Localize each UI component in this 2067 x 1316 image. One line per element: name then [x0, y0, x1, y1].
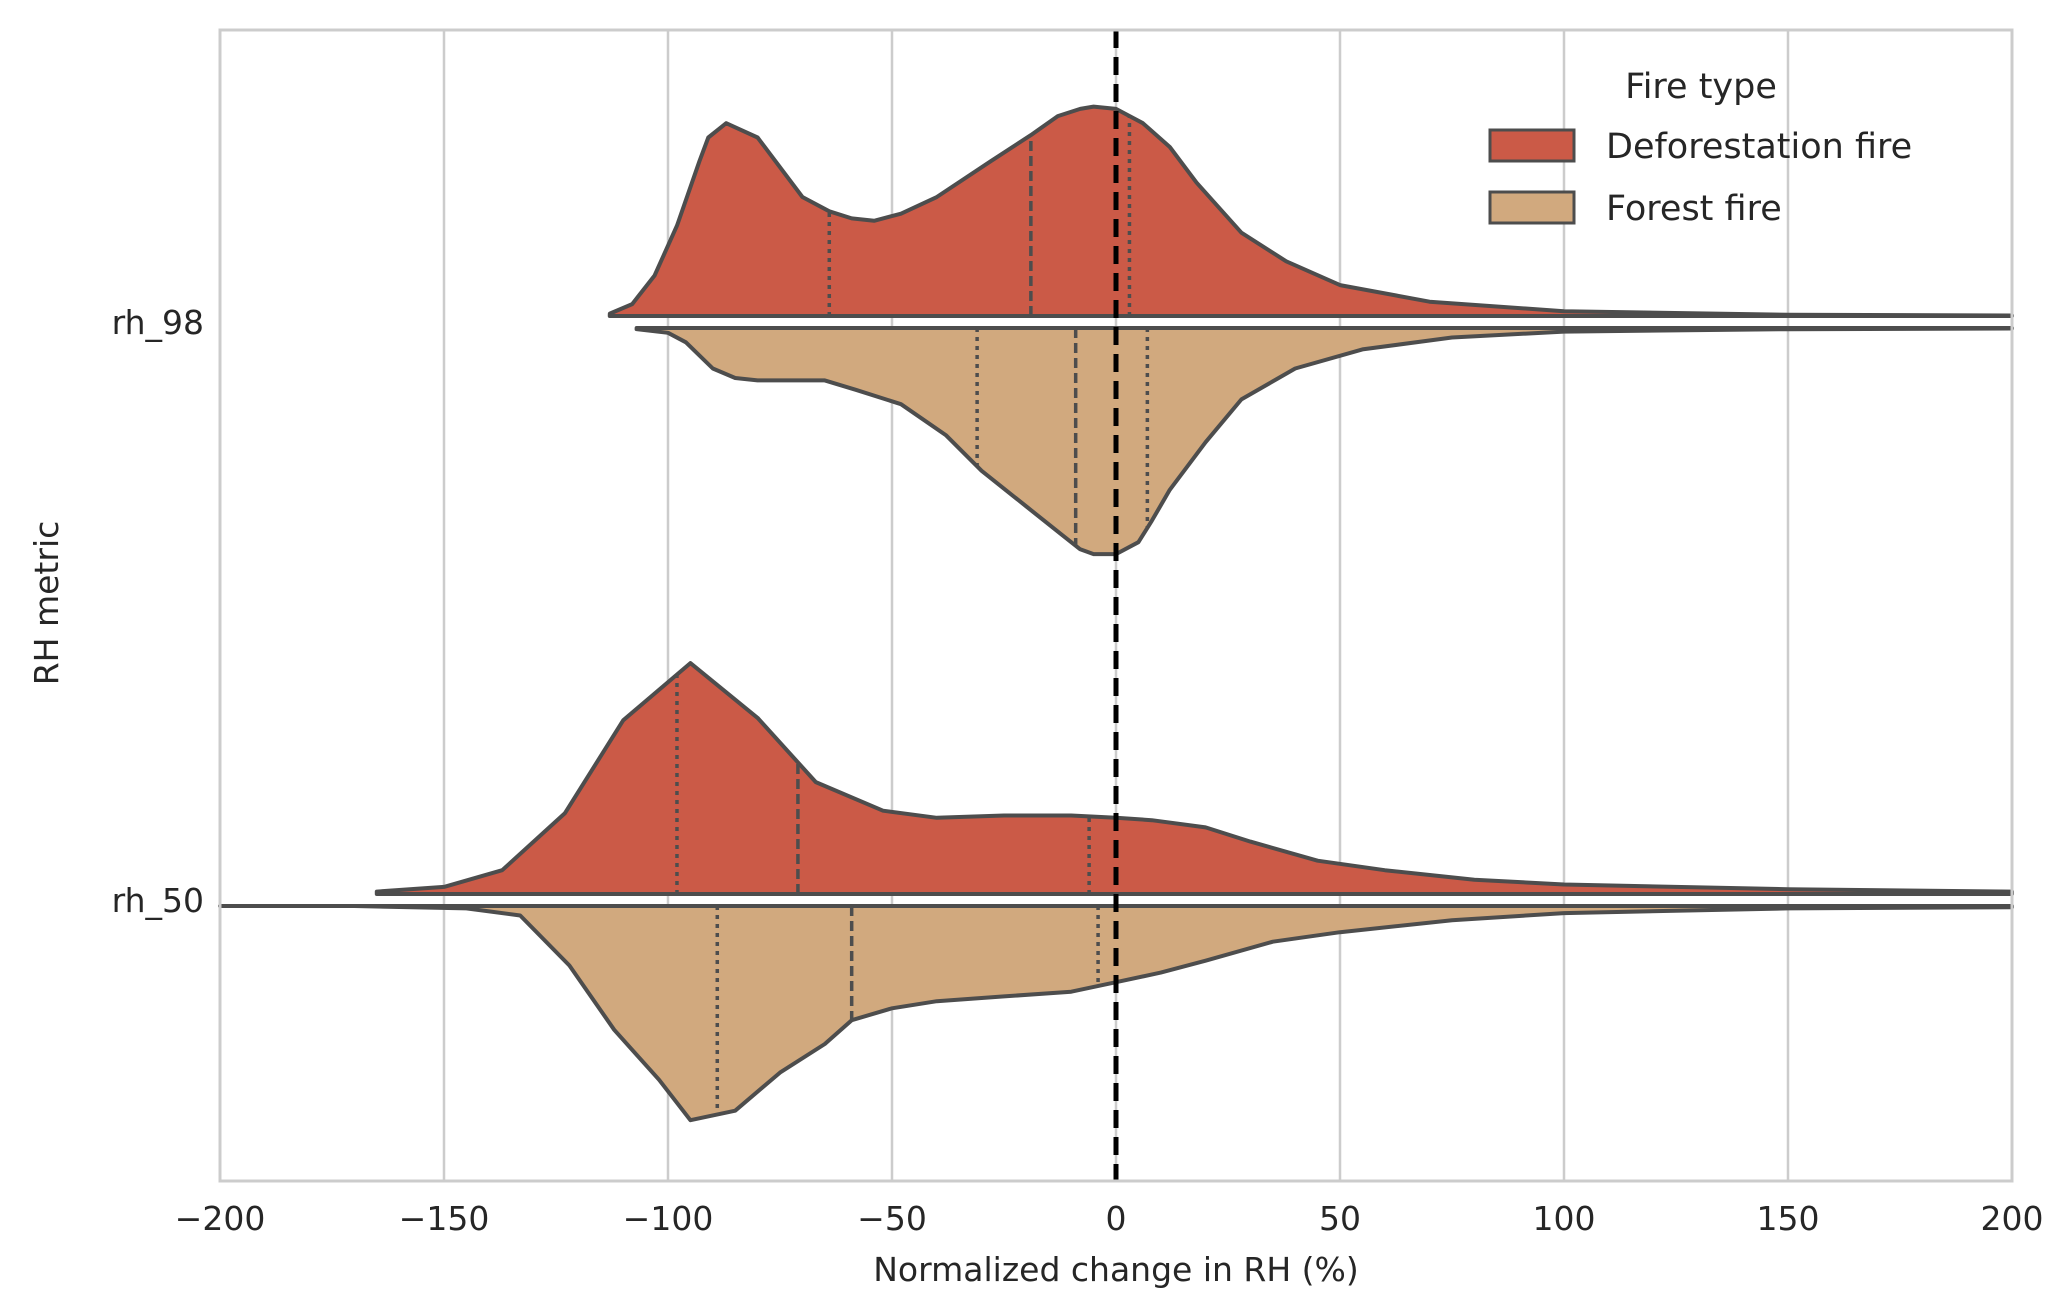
violin-deforestation-rh-98: [607, 104, 2014, 318]
quartile-lines: [675, 116, 1150, 1115]
plot-frame: [218, 28, 2014, 1183]
x-tick-label: 100: [1533, 1199, 1596, 1238]
x-tick-label: 150: [1757, 1199, 1820, 1238]
violin-deforestation-rh-50: [374, 661, 2014, 896]
y-tick-label-rh-50: rh_50: [112, 881, 204, 920]
x-tick-label: −50: [857, 1199, 927, 1238]
x-tick-label: −150: [399, 1199, 490, 1238]
legend: Fire type Deforestation fire Forest fire: [1488, 67, 1912, 229]
legend-title: Fire type: [1625, 67, 1777, 107]
x-tick-label: 200: [1981, 1199, 2044, 1238]
violin-forest-rh-50: [218, 904, 2014, 1123]
legend-swatch-forest: [1488, 190, 1576, 225]
legend-label-forest: Forest fire: [1606, 189, 1782, 229]
x-axis-title: Normalized change in RH (%): [873, 1250, 1358, 1289]
y-tick-labels: rh_98 rh_50: [112, 303, 204, 920]
legend-swatch-deforestation: [1488, 128, 1576, 163]
y-tick-label-rh-98: rh_98: [112, 303, 204, 342]
y-axis-title: RH metric: [27, 521, 66, 686]
x-tick-label: 0: [1106, 1199, 1127, 1238]
x-tick-label: −100: [623, 1199, 714, 1238]
violins: [218, 104, 2014, 1123]
legend-label-deforestation: Deforestation fire: [1606, 127, 1912, 167]
x-tick-label: −200: [175, 1199, 266, 1238]
violin-forest-rh-98: [634, 326, 2014, 557]
x-tick-labels: −200 −150 −100 −50 0 50 100 150 200: [175, 1199, 2044, 1238]
x-tick-label: 50: [1319, 1199, 1361, 1238]
